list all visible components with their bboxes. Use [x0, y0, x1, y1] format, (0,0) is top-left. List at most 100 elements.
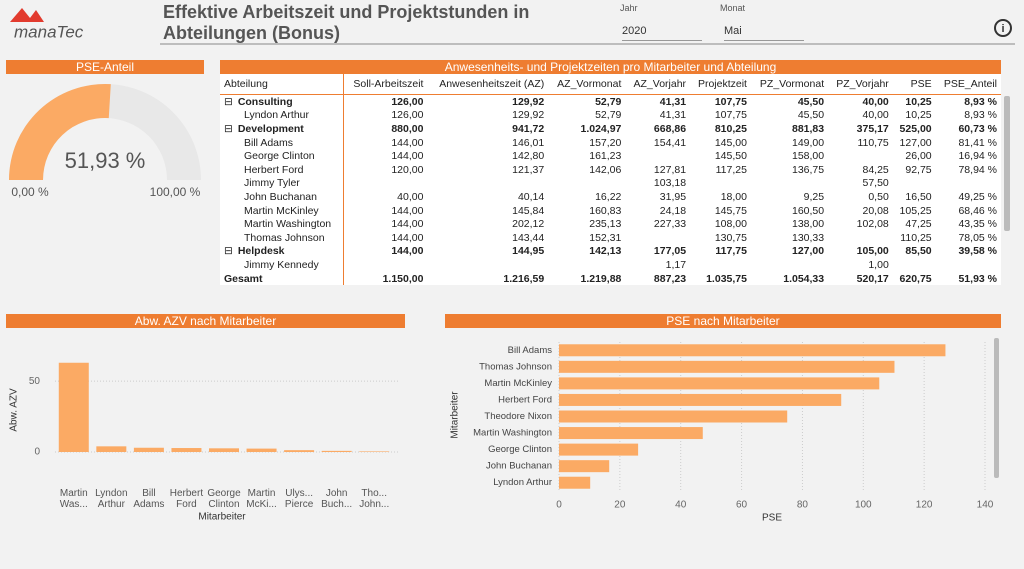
table-cell: 129,92	[512, 95, 545, 108]
table-cell: 160,50	[791, 204, 825, 217]
table-cell: 16,22	[595, 190, 622, 203]
table-cell: 144,00	[391, 231, 424, 244]
table-cell: 1.054,33	[783, 272, 825, 285]
table-row: Lyndon Arthur 126,00 129,92 52,79 41,31 107,7…	[220, 108, 1001, 123]
y-tick-label: John Buchanan	[486, 461, 552, 472]
x-tick-label: Martin Was...	[59, 488, 88, 510]
table-row: Martin McKinley 144,00 145,84 160,83 24,18 14…	[220, 203, 1001, 218]
row-label: Thomas Johnson	[220, 230, 345, 245]
x-tick-label: Herbert Ford	[169, 488, 204, 510]
table-cell: 144,00	[391, 204, 424, 217]
y-tick-label: Thomas Johnson	[479, 361, 552, 372]
y-tick-label: Bill Adams	[508, 345, 553, 356]
table-cell: 887,23	[653, 272, 687, 285]
table-cell: 26,00	[905, 150, 932, 163]
y-tick-label: Herbert Ford	[498, 394, 552, 405]
table-cell: 110,75	[857, 136, 889, 149]
expand-icon: ⊟	[224, 245, 233, 258]
row-label: Herbert Ford	[220, 162, 345, 177]
column-header: PZ_Vormonat	[750, 74, 829, 95]
table-cell: 1.035,75	[706, 272, 747, 285]
table-cell: 1,17	[665, 258, 687, 271]
column-header: AZ_Vorjahr	[625, 74, 691, 95]
row-name: Thomas Johnson	[244, 231, 325, 244]
table-row: Jimmy Kennedy 1,17 1,00	[220, 258, 1001, 272]
y-tick-label: Theodore Nixon	[484, 411, 552, 422]
table-cell	[936, 177, 1001, 191]
table-cell: 117,75	[715, 245, 747, 258]
scrollbar[interactable]	[994, 338, 999, 478]
table-cell: 881,83	[791, 122, 825, 135]
table-cell	[344, 258, 428, 272]
table-cell: 149,00	[791, 136, 825, 149]
table-cell: 45,50	[797, 109, 825, 122]
row-label: ⊟ Development	[220, 122, 345, 136]
panel-title: PSE nach Mitarbeiter	[445, 314, 1001, 328]
x-tick-label: George Clinton	[207, 488, 241, 510]
table-cell: 92,75	[905, 163, 932, 176]
table-cell: 127,00	[899, 136, 932, 149]
row-label: Jimmy Kennedy	[220, 258, 345, 272]
column-header: PSE_Anteil	[935, 74, 1001, 95]
x-tick-label: 140	[977, 500, 994, 511]
bar	[284, 450, 315, 452]
table-cell: 130,33	[791, 231, 825, 244]
scrollbar[interactable]	[1004, 96, 1010, 231]
table-row: ⊟ Development 880,00 941,72 1.024,97 668,86 81…	[220, 122, 1001, 136]
filter-dropdown[interactable]: 2020	[622, 22, 702, 41]
table-cell: 121,37	[512, 163, 545, 176]
table-cell: 144,00	[391, 136, 424, 149]
logo-text: manaTec	[14, 22, 84, 41]
x-tick-label: 0	[556, 500, 562, 511]
bar	[209, 448, 239, 452]
table-cell: 43,35 %	[958, 218, 997, 231]
bar	[559, 460, 610, 473]
table-cell: 375,17	[856, 122, 889, 135]
table-cell: 144,00	[391, 218, 424, 231]
table-cell: 138,00	[791, 218, 825, 231]
table-cell: 157,20	[589, 136, 622, 149]
table-cell	[893, 177, 936, 191]
bar	[246, 448, 277, 452]
info-icon[interactable]	[994, 19, 1012, 37]
row-name: Jimmy Kennedy	[244, 258, 319, 271]
table-cell: 130,75	[714, 231, 747, 244]
table-cell: 39,58 %	[958, 245, 997, 258]
table-cell: 142,80	[512, 150, 545, 163]
x-tick-label: 120	[916, 500, 933, 511]
x-tick-label: Lyndon Arthur	[95, 488, 128, 510]
table-cell: 40,14	[517, 190, 545, 203]
row-name: Bill Adams	[244, 136, 294, 149]
table-cell: 78,94 %	[958, 163, 997, 176]
table-cell: 84,25	[862, 163, 889, 176]
table-cell	[344, 177, 428, 191]
table-cell: 40,00	[397, 190, 424, 203]
table-cell	[625, 231, 690, 245]
gauge-label: 51,93 %	[65, 148, 146, 173]
filter-dropdown[interactable]: Mai	[724, 22, 804, 41]
row-name: Consulting	[237, 95, 293, 108]
y-axis-title: Abw. AZV	[9, 388, 20, 432]
table-row: ⊟ Helpdesk 144,00 144,95 142,13 177,05 117,75 1…	[220, 244, 1001, 259]
table-cell: 177,05	[653, 245, 687, 258]
table-cell: 120,00	[391, 163, 424, 176]
y-tick-label: 0	[34, 447, 40, 458]
table-cell	[625, 149, 690, 163]
row-label: Martin Washington	[220, 217, 345, 231]
gauge-tick-label: 100,00 %	[150, 185, 201, 199]
row-label: John Buchanan	[220, 190, 345, 204]
table-cell: 145,00	[714, 136, 747, 149]
filter-label: Jahr	[620, 3, 638, 13]
table-cell: 78,05 %	[958, 231, 997, 244]
column-header: AZ_Vormonat	[548, 74, 626, 95]
table-cell: 154,41	[653, 136, 687, 149]
row-name: Gesamt	[224, 272, 263, 285]
table-row: ⊟ Consulting 126,00 129,92 52,79 41,31 107,75 4…	[220, 94, 1001, 109]
table-cell: 126,00	[391, 109, 424, 122]
table-row: Bill Adams 144,00 146,01 157,20 154,41 145,00…	[220, 135, 1001, 150]
table-cell: 85,50	[905, 245, 932, 258]
table-cell	[828, 231, 893, 245]
table-cell: 1.219,88	[580, 272, 622, 285]
table-cell: 1.150,00	[382, 272, 424, 285]
